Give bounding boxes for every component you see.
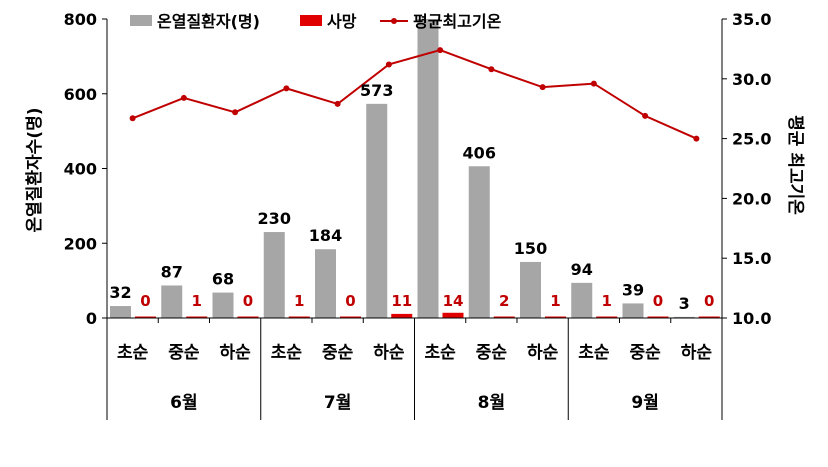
x-tick-label: 초순: [578, 343, 610, 363]
y-tick-label: 600: [64, 85, 97, 104]
month-label: 7월: [324, 393, 351, 413]
y-axis-right-label: 평균 최고기온: [785, 115, 805, 215]
y-tick-label: 0: [86, 309, 97, 328]
data-label-deaths: 2: [499, 292, 509, 310]
data-label-deaths: 1: [550, 292, 560, 310]
y2-tick-label: 35.0: [732, 10, 771, 29]
y2-tick-label: 10.0: [732, 309, 771, 328]
x-tick-label: 하순: [373, 343, 405, 363]
data-label-patients: 230: [258, 209, 291, 228]
bar-patients: [110, 306, 131, 318]
point-avg-max-temp: [693, 135, 700, 142]
legend-label-temp: 평균최고기온: [413, 12, 502, 31]
data-label-patients: 573: [360, 81, 393, 100]
y-axis-left-label: 온열질환자수(명): [24, 107, 45, 232]
y2-tick-label: 30.0: [732, 70, 771, 89]
point-avg-max-temp: [334, 100, 341, 107]
point-avg-max-temp: [488, 66, 495, 73]
bar-deaths: [647, 316, 669, 318]
data-label-deaths: 1: [602, 292, 612, 310]
legend-swatch-deaths: [300, 15, 322, 26]
data-label-patients: 87: [161, 262, 183, 281]
x-tick-label: 중순: [168, 343, 200, 363]
bar-deaths: [596, 316, 618, 318]
point-avg-max-temp: [590, 80, 597, 87]
month-label: 6월: [170, 393, 197, 413]
line-avg-max-temp: [132, 49, 697, 140]
x-tick-label: 하순: [527, 343, 559, 363]
bar-patients: [263, 232, 285, 318]
point-avg-max-temp: [129, 115, 136, 122]
bar-patients: [417, 19, 439, 318]
data-label-deaths: 0: [653, 292, 663, 310]
bar-patients: [622, 303, 644, 318]
month-label: 8월: [478, 393, 505, 413]
x-tick-label: 하순: [219, 343, 251, 363]
legend-swatch-temp-marker: [391, 18, 397, 24]
bar-deaths: [391, 313, 413, 318]
x-tick-label: 초순: [117, 343, 149, 363]
bar-deaths: [237, 316, 259, 318]
data-label-deaths: 1: [192, 292, 202, 310]
y-tick-label: 800: [64, 10, 97, 29]
x-tick-label: 초순: [424, 343, 456, 363]
data-label-patients: 32: [109, 283, 131, 302]
bar-deaths: [493, 316, 515, 318]
bar-patients: [673, 316, 695, 318]
bar-deaths: [698, 316, 720, 318]
point-avg-max-temp: [283, 85, 290, 92]
point-avg-max-temp: [437, 47, 444, 54]
bar-patients: [366, 103, 388, 318]
data-label-deaths: 14: [443, 292, 464, 310]
point-avg-max-temp: [180, 94, 187, 101]
bar-patients: [520, 261, 541, 318]
data-label-patients: 184: [309, 226, 342, 245]
y-tick-label: 400: [64, 160, 97, 179]
data-label-deaths: 1: [294, 292, 304, 310]
bar-patients: [315, 249, 336, 318]
bar-patients: [468, 166, 490, 318]
point-avg-max-temp: [642, 112, 649, 119]
legend-swatch-patients: [130, 15, 152, 26]
legend-label-deaths: 사망: [327, 12, 357, 31]
point-avg-max-temp: [385, 61, 392, 68]
data-label-deaths: 11: [391, 292, 412, 310]
data-label-patients: 406: [463, 143, 496, 162]
data-label-deaths: 0: [704, 292, 714, 310]
bar-patients: [212, 292, 234, 318]
point-avg-max-temp: [232, 109, 239, 116]
data-label-deaths: 0: [345, 292, 355, 310]
bar-deaths: [186, 316, 208, 318]
bar-deaths: [135, 316, 156, 318]
y2-tick-label: 25.0: [732, 130, 771, 149]
bar-patients: [571, 282, 593, 318]
x-tick-label: 중순: [476, 343, 508, 363]
bar-deaths: [545, 316, 566, 318]
bar-deaths: [340, 316, 361, 318]
data-label-patients: 3: [679, 294, 690, 313]
y-tick-label: 200: [64, 234, 97, 253]
legend-label-patients: 온열질환자(명): [157, 12, 260, 31]
x-tick-label: 초순: [271, 343, 303, 363]
data-label-deaths: 0: [243, 292, 253, 310]
x-tick-label: 하순: [681, 343, 713, 363]
data-label-patients: 68: [212, 270, 234, 289]
bar-deaths: [442, 312, 464, 318]
data-label-deaths: 0: [140, 292, 150, 310]
x-tick-label: 중순: [322, 343, 354, 363]
data-label-patients: 39: [622, 280, 644, 299]
data-label-patients: 94: [571, 260, 593, 279]
point-avg-max-temp: [539, 84, 546, 91]
bar-patients: [161, 285, 183, 318]
y2-tick-label: 15.0: [732, 249, 771, 268]
y2-tick-label: 20.0: [732, 189, 771, 208]
month-label: 9월: [631, 393, 658, 413]
x-tick-label: 중순: [629, 343, 661, 363]
data-label-patients: 150: [514, 239, 547, 258]
bar-deaths: [288, 316, 310, 318]
